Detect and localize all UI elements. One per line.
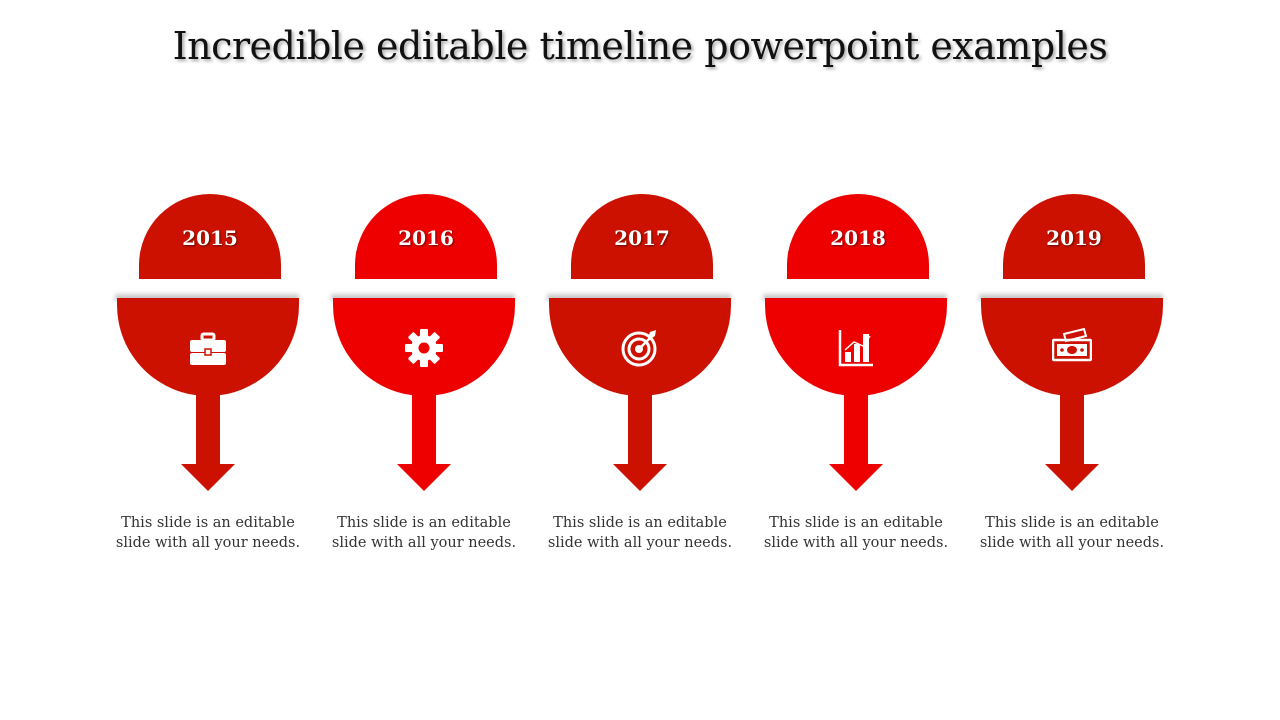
arrow-shaft xyxy=(628,394,652,466)
divider-shadow xyxy=(115,292,299,300)
year-label: 2015 xyxy=(182,226,238,250)
milestone-description: This slide is an editable slide with all… xyxy=(763,515,949,551)
arrow-head xyxy=(1045,464,1099,491)
divider-shadow xyxy=(979,292,1163,300)
timeline-item-2019: 2019 This slide is an editable slide wit… xyxy=(979,190,1169,590)
milestone-description: This slide is an editable slide with all… xyxy=(547,515,733,551)
timeline-item-2017: 2017 This slide is an editable slide wit… xyxy=(547,190,737,590)
gear-icon xyxy=(405,329,443,367)
target-icon xyxy=(621,330,657,367)
year-cap: 2017 xyxy=(571,194,713,279)
year-cap: 2018 xyxy=(787,194,929,279)
divider-shadow xyxy=(331,292,515,300)
money-icon xyxy=(1052,328,1092,362)
timeline-item-2016: 2016 This slide is an editable slide wit… xyxy=(331,190,521,590)
year-label: 2017 xyxy=(614,226,670,250)
briefcase-icon xyxy=(190,332,226,365)
year-label: 2019 xyxy=(1046,226,1102,250)
year-cap: 2016 xyxy=(355,194,497,279)
timeline-item-2018: 2018 This slide is an editable slide wit… xyxy=(763,190,953,590)
arrow-head xyxy=(181,464,235,491)
year-label: 2016 xyxy=(398,226,454,250)
milestone-description: This slide is an editable slide with all… xyxy=(331,515,517,551)
milestone-description: This slide is an editable slide with all… xyxy=(979,515,1165,551)
divider-shadow xyxy=(763,292,947,300)
timeline-item-2015: 2015 This slide is an editable slide wit… xyxy=(115,190,305,590)
bar-chart-icon xyxy=(838,330,873,367)
arrow-head xyxy=(829,464,883,491)
arrow-shaft xyxy=(844,394,868,466)
year-cap: 2019 xyxy=(1003,194,1145,279)
milestone-description: This slide is an editable slide with all… xyxy=(115,515,301,551)
arrow-shaft xyxy=(196,394,220,466)
arrow-shaft xyxy=(1060,394,1084,466)
year-cap: 2015 xyxy=(139,194,281,279)
arrow-head xyxy=(397,464,451,491)
arrow-shaft xyxy=(412,394,436,466)
year-label: 2018 xyxy=(830,226,886,250)
divider-shadow xyxy=(547,292,731,300)
arrow-head xyxy=(613,464,667,491)
page-title: Incredible editable timeline powerpoint … xyxy=(172,24,1108,68)
